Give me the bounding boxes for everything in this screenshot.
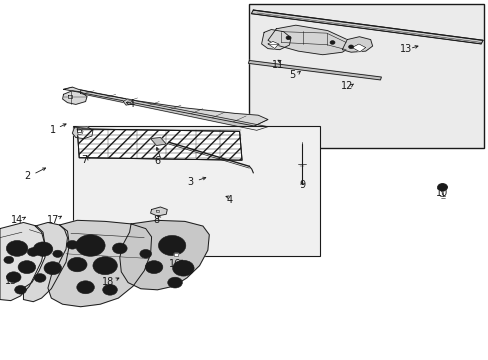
Circle shape — [6, 240, 28, 256]
Bar — [249, 4, 483, 148]
Polygon shape — [267, 25, 350, 55]
Polygon shape — [48, 220, 151, 307]
Circle shape — [437, 184, 447, 191]
Text: 1: 1 — [50, 125, 56, 135]
Circle shape — [145, 261, 163, 274]
Text: 18: 18 — [102, 276, 115, 287]
Circle shape — [34, 274, 46, 282]
Polygon shape — [120, 220, 209, 290]
Circle shape — [158, 235, 185, 256]
Polygon shape — [63, 87, 267, 126]
Text: 4: 4 — [226, 195, 232, 205]
Text: 7: 7 — [81, 155, 87, 165]
Polygon shape — [251, 10, 482, 44]
Text: 15: 15 — [4, 276, 17, 286]
Circle shape — [18, 261, 36, 274]
Text: 6: 6 — [154, 156, 160, 166]
Polygon shape — [150, 207, 167, 216]
Polygon shape — [123, 99, 133, 105]
Bar — [73, 126, 320, 256]
Circle shape — [440, 186, 444, 189]
Text: 17: 17 — [46, 215, 59, 225]
Circle shape — [6, 272, 21, 283]
Circle shape — [76, 235, 105, 256]
Polygon shape — [72, 127, 93, 139]
Polygon shape — [62, 91, 87, 104]
Text: 16: 16 — [168, 258, 181, 269]
Polygon shape — [342, 37, 372, 52]
Circle shape — [77, 281, 94, 294]
Polygon shape — [77, 129, 81, 132]
Circle shape — [348, 45, 353, 49]
Polygon shape — [155, 210, 159, 212]
Text: 4: 4 — [129, 99, 135, 109]
Text: 14: 14 — [10, 215, 23, 225]
Polygon shape — [68, 95, 72, 98]
Text: 2: 2 — [25, 171, 31, 181]
Polygon shape — [77, 130, 83, 135]
Polygon shape — [23, 222, 69, 302]
Circle shape — [53, 250, 62, 257]
Circle shape — [112, 243, 127, 254]
Polygon shape — [81, 90, 267, 130]
Polygon shape — [150, 138, 166, 145]
Polygon shape — [351, 44, 365, 52]
Polygon shape — [0, 222, 45, 301]
Text: 11: 11 — [271, 60, 284, 70]
Polygon shape — [267, 41, 278, 49]
Circle shape — [33, 242, 53, 256]
Polygon shape — [77, 129, 242, 160]
Circle shape — [4, 256, 14, 264]
Circle shape — [285, 36, 290, 40]
Circle shape — [167, 277, 182, 288]
Circle shape — [172, 260, 194, 276]
Circle shape — [93, 257, 117, 275]
Circle shape — [140, 249, 151, 258]
Text: 9: 9 — [299, 180, 305, 190]
Polygon shape — [248, 60, 381, 80]
Text: 5: 5 — [289, 70, 295, 80]
Polygon shape — [77, 129, 242, 160]
Circle shape — [27, 248, 39, 256]
Circle shape — [102, 284, 117, 295]
Polygon shape — [173, 253, 178, 256]
Circle shape — [66, 240, 78, 249]
Text: 3: 3 — [187, 177, 193, 187]
Text: 13: 13 — [399, 44, 411, 54]
Circle shape — [329, 41, 334, 44]
Circle shape — [67, 257, 87, 272]
Polygon shape — [261, 30, 290, 50]
Circle shape — [15, 285, 26, 294]
Text: 8: 8 — [153, 215, 159, 225]
Text: 12: 12 — [340, 81, 353, 91]
Circle shape — [44, 262, 61, 275]
Text: 10: 10 — [435, 188, 448, 198]
